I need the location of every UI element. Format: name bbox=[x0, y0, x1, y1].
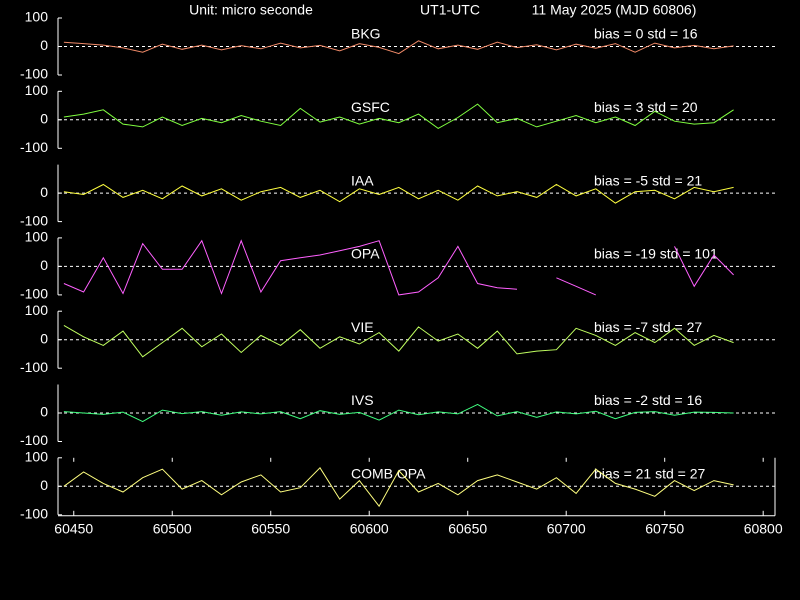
series-line bbox=[63, 324, 734, 358]
x-tick-label: 60650 bbox=[448, 521, 487, 537]
series-stats: bias = -5 std = 21 bbox=[594, 172, 702, 188]
y-tick-label: -100 bbox=[20, 286, 48, 302]
series-label: IVS bbox=[351, 392, 374, 408]
series-label: VIE bbox=[351, 319, 374, 335]
series-label: COMB OPA bbox=[351, 466, 426, 482]
y-tick-label: 100 bbox=[25, 82, 49, 98]
series-label: GSFC bbox=[351, 99, 390, 115]
series-stats: bias = -2 std = 16 bbox=[594, 392, 702, 408]
series-stats: bias = 0 std = 16 bbox=[594, 26, 698, 42]
y-tick-label: 0 bbox=[40, 477, 48, 493]
series-label: OPA bbox=[351, 246, 380, 262]
chart-subtitle: Unit: micro seconde bbox=[189, 2, 313, 18]
x-tick-label: 60550 bbox=[251, 521, 290, 537]
y-tick-label: -100 bbox=[20, 432, 48, 448]
x-tick-label: 60750 bbox=[645, 521, 684, 537]
y-tick-label: 0 bbox=[40, 330, 48, 346]
chart-annotation: 11 May 2025 (MJD 60806) bbox=[532, 2, 697, 18]
series-line bbox=[63, 467, 734, 508]
y-tick-label: 0 bbox=[40, 184, 48, 200]
series-stats: bias = 21 std = 27 bbox=[594, 466, 706, 482]
y-tick-label: -100 bbox=[20, 212, 48, 228]
y-tick-label: -100 bbox=[20, 506, 48, 522]
y-tick-label: 100 bbox=[25, 302, 49, 318]
series-stats: bias = -19 std = 101 bbox=[594, 246, 718, 262]
y-tick-label: -100 bbox=[20, 359, 48, 375]
x-tick-label: 60500 bbox=[153, 521, 192, 537]
x-tick-label: 60800 bbox=[744, 521, 783, 537]
x-tick-label: 60700 bbox=[547, 521, 586, 537]
y-tick-label: -100 bbox=[20, 66, 48, 82]
y-tick-label: 100 bbox=[25, 9, 49, 25]
series-label: BKG bbox=[351, 26, 381, 42]
series-line bbox=[63, 239, 734, 296]
x-tick-label: 60600 bbox=[350, 521, 389, 537]
series-stats: bias = 3 std = 20 bbox=[594, 99, 698, 115]
y-tick-label: 100 bbox=[25, 449, 49, 465]
chart-title: UT1-UTC bbox=[420, 2, 480, 18]
x-tick-label: 60450 bbox=[54, 521, 93, 537]
y-tick-label: 0 bbox=[40, 111, 48, 127]
series-line bbox=[63, 40, 734, 55]
y-tick-label: 0 bbox=[40, 257, 48, 273]
series-line bbox=[63, 183, 734, 204]
series-label: IAA bbox=[351, 172, 374, 188]
series-stats: bias = -7 std = 27 bbox=[594, 319, 702, 335]
y-tick-label: 0 bbox=[40, 37, 48, 53]
y-tick-label: 0 bbox=[40, 404, 48, 420]
series-line bbox=[63, 403, 734, 423]
y-tick-label: 100 bbox=[25, 229, 49, 245]
series-line bbox=[63, 103, 734, 129]
y-tick-label: -100 bbox=[20, 139, 48, 155]
